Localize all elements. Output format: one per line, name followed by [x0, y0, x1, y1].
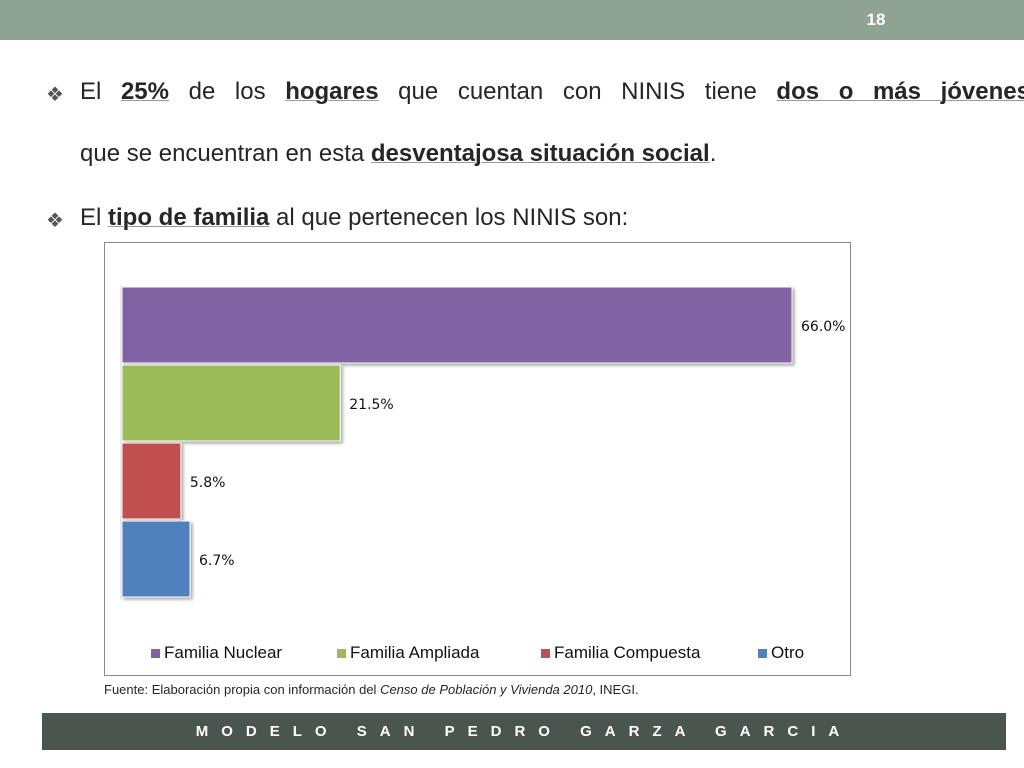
legend-label: Familia Nuclear	[164, 643, 283, 662]
bar-familia-nuclear	[121, 286, 793, 364]
legend-item: Familia Ampliada	[337, 643, 479, 663]
legend-label: Otro	[771, 643, 805, 662]
text: de los	[169, 78, 286, 105]
text: .	[709, 140, 717, 167]
text: El	[80, 78, 121, 105]
legend-swatch	[151, 648, 160, 658]
source-note: Fuente: Elaboración propia con informaci…	[104, 682, 639, 697]
source-prefix: Fuente: Elaboración propia con informaci…	[104, 682, 381, 697]
bold-text: desventajosa situación social	[370, 140, 710, 167]
legend-swatch	[337, 648, 346, 658]
source-suffix: , INEGI.	[592, 682, 639, 697]
source-title: Censo de Población y Vivienda 2010	[380, 682, 593, 697]
bullet-1-line-1: El 25% de los hogares que cuentan con NI…	[80, 78, 1024, 106]
text: que se encuentran en esta	[80, 140, 371, 167]
bar-familia-ampliada	[121, 364, 341, 442]
bold-text: hogares	[285, 78, 379, 105]
legend-swatch	[541, 648, 550, 658]
legend-label: Familia Ampliada	[350, 643, 480, 662]
legend-swatch	[758, 648, 767, 658]
slide-number: 18	[866, 10, 886, 29]
text: El	[80, 204, 109, 231]
top-bar: 18	[0, 0, 1024, 40]
chart-legend: Familia Nuclear Familia Ampliada Familia C…	[105, 643, 850, 667]
bold-text: tipo de familia	[108, 204, 270, 231]
bold-text: 25%	[120, 78, 169, 105]
bullet-1-line-2: que se encuentran en esta desventajosa s…	[80, 140, 716, 168]
bar-otro	[121, 520, 191, 598]
legend-item: Familia Compuesta	[541, 643, 700, 663]
diamond-bullet-icon: ❖	[46, 84, 64, 106]
bar-familia-compuesta	[121, 442, 182, 520]
footer-text: MODELO SAN PEDRO GARZA GARCIA	[195, 723, 853, 740]
legend-item: Familia Nuclear	[151, 643, 282, 663]
data-label: 5.8%	[190, 475, 226, 491]
text: que cuentan con NINIS tiene	[378, 78, 777, 105]
data-label: 6.7%	[199, 553, 235, 569]
legend-label: Familia Compuesta	[554, 643, 701, 662]
legend-item: Otro	[758, 643, 804, 663]
bar-chart-plot: 66.0% 21.5% 5.8% 6.7%	[120, 285, 845, 599]
data-label: 66.0%	[801, 319, 845, 335]
footer-bar: MODELO SAN PEDRO GARZA GARCIA	[42, 713, 1006, 750]
bullet-2: El tipo de familia al que pertenecen los…	[80, 204, 628, 232]
family-type-chart: 66.0% 21.5% 5.8% 6.7% Familia Nuclear Famili…	[104, 242, 851, 676]
data-label: 21.5%	[349, 397, 393, 413]
text: al que pertenecen los NINIS son:	[269, 204, 629, 231]
bold-text: dos o más jóvenes	[776, 78, 1024, 105]
diamond-bullet-icon: ❖	[46, 210, 64, 232]
